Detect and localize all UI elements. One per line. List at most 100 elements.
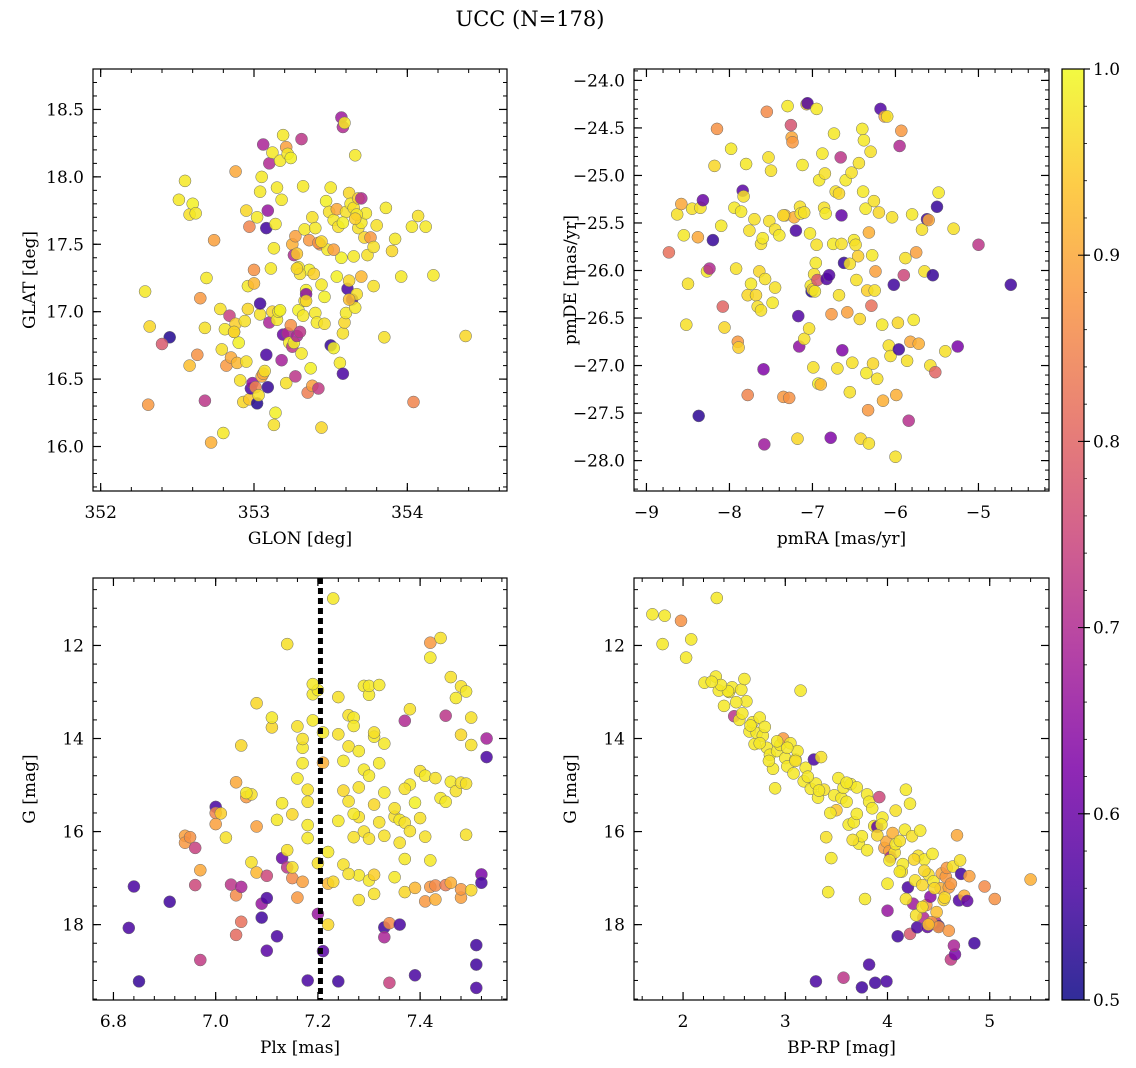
data-point [978,880,991,893]
data-point [306,211,319,224]
data-point [907,853,921,866]
data-point [932,186,945,199]
data-point [835,209,848,222]
data-point [819,830,833,844]
data-point [754,304,768,317]
data-point [737,190,750,203]
data-point [464,738,478,752]
data-point [291,720,304,733]
data-point [797,332,811,346]
data-point [860,843,874,857]
data-point [794,684,807,697]
panel-glon-glat: 352 353 354 16.0 16.5 17.0 17.5 18.0 18.5 GLON [d… [20,68,508,549]
y-axis-label: GLAT [deg] [20,231,40,329]
data-point [241,302,255,316]
data-point [318,290,331,304]
panel-bprp-g: 2 3 4 5 12 14 16 18 BP-RP [mag] G [mag] [561,577,1050,1058]
data-point [907,313,920,327]
ticks: 2 3 4 5 12 14 16 18 [603,578,1049,1032]
data-point [286,861,299,874]
data-point [342,293,356,306]
data-point [758,720,772,734]
data-point [710,591,724,605]
data-point [680,318,693,331]
data-point [942,924,956,937]
data-point [454,728,468,742]
data-point [862,226,876,239]
data-point [836,344,849,357]
y-tick-label: 14 [603,730,625,750]
data-point [449,691,463,705]
data-point [770,735,784,748]
data-point [321,918,335,931]
data-point [792,309,805,323]
y-tick-label: −24.0 [573,71,625,91]
data-point [289,229,302,243]
y-tick-label: 12 [62,636,84,656]
data-point [963,869,976,883]
axes-frame [92,577,508,1001]
data-point [332,975,345,988]
data-point [459,329,472,343]
data-point [880,110,894,123]
data-point [367,798,381,811]
data-point [296,309,310,322]
data-point [732,341,745,354]
data-point [860,366,873,380]
data-point [388,802,401,815]
data-point [684,633,698,646]
data-point [710,122,724,136]
data-point [398,782,412,796]
data-point [408,969,422,982]
data-point [922,918,935,931]
data-point [270,813,284,827]
y-tick-label: 17.5 [46,235,84,255]
data-point [855,981,869,994]
data-point [918,864,931,877]
data-point [899,783,913,796]
data-point [439,795,452,809]
data-point [256,138,270,151]
data-point [764,164,778,177]
data-point [250,696,263,710]
y-tick-label: 16 [62,823,84,843]
data-point [859,202,872,215]
data-point [892,343,906,356]
data-point [938,891,951,904]
data-point [856,122,869,136]
data-point [801,770,815,783]
points [662,96,1018,464]
data-point [797,206,811,219]
data-point [407,395,420,409]
data-point [347,830,360,844]
colorbar-gradient [1061,68,1085,1001]
data-point [953,854,967,867]
data-point [809,256,823,270]
data-point [318,317,331,331]
data-point [884,349,897,363]
data-point [342,740,355,753]
data-point [739,157,753,171]
data-point [250,211,264,224]
data-point [749,288,763,302]
data-point [424,636,437,649]
data-point [191,348,204,362]
data-point [897,268,911,282]
data-point [367,887,381,901]
data-point [427,269,440,282]
data-point [276,128,290,142]
x-tick-label: 3 [780,1012,791,1032]
y-tick-label: −27.0 [573,357,625,377]
data-point [270,181,284,194]
data-point [846,356,859,369]
y-tick-label: −26.0 [573,261,625,281]
data-point [434,631,447,645]
data-point [741,388,754,402]
data-point [362,832,376,845]
data-point [837,971,850,984]
data-point [269,217,282,231]
data-point [831,362,844,375]
data-point [291,772,304,785]
data-point [367,868,381,882]
data-point [290,262,304,275]
